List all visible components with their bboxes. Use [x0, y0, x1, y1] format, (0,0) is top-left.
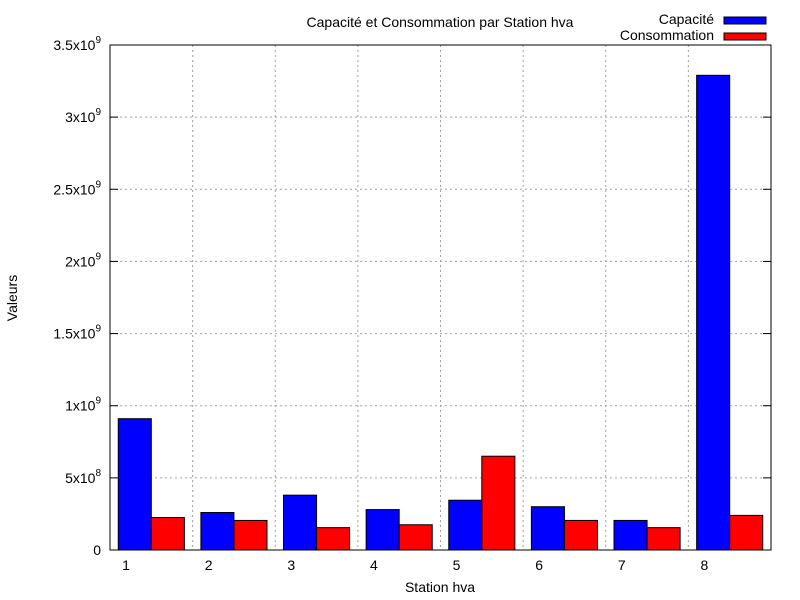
y-tick-label: 0	[93, 542, 101, 558]
grid-lines	[110, 45, 771, 550]
y-tick-label: 3.5x109	[53, 35, 101, 53]
bar-consommation-2	[233, 519, 268, 551]
y-tick-label: 2x109	[65, 251, 101, 269]
bar-consommation-3	[316, 527, 351, 551]
bar-consommation-6	[563, 519, 598, 551]
y-tick-labels: 0 5x108 1x109 1.5x109 2x109 2.5x109 3x109 3.5x1…	[53, 35, 101, 558]
y-tick-label: 3x109	[65, 107, 101, 125]
bar-capacite-6	[530, 506, 565, 551]
bar-capacite-8	[696, 74, 731, 551]
x-tick-label: 4	[370, 557, 378, 573]
y-tick-label: 1.5x109	[53, 324, 101, 342]
bar-consommation-5	[481, 455, 516, 551]
bar-capacite-5	[448, 499, 483, 551]
axis-ticks	[110, 44, 771, 551]
bar-capacite-4	[365, 509, 400, 551]
y-tick-label: 5x108	[65, 468, 101, 486]
x-tick-labels: 1 2 3 4 5 6 7 8	[122, 557, 708, 573]
bar-consommation-7	[646, 527, 681, 551]
legend-swatch	[723, 16, 767, 25]
x-tick-label: 5	[453, 557, 461, 573]
legend-swatch	[723, 32, 767, 41]
x-tick-label: 1	[122, 557, 130, 573]
x-tick-label: 2	[205, 557, 213, 573]
x-tick-label: 8	[700, 557, 708, 573]
x-tick-label: 7	[618, 557, 626, 573]
y-tick-label: 1x109	[65, 396, 101, 414]
y-axis-label: Valeurs	[4, 275, 20, 321]
bar-consommation-1	[150, 517, 185, 551]
bar-capacite-3	[283, 494, 318, 551]
x-tick-label: 3	[287, 557, 295, 573]
chart-title: Capacité et Consommation par Station hva	[307, 14, 574, 30]
bar-consommation-4	[398, 524, 433, 551]
legend-label: Consommation	[620, 27, 714, 43]
legend-label: Capacité	[659, 11, 714, 27]
y-tick-label: 2.5x109	[53, 179, 101, 197]
x-axis-label: Station hva	[405, 579, 475, 595]
plot-frame	[109, 44, 772, 551]
bar-capacite-7	[613, 519, 648, 551]
x-tick-label: 6	[535, 557, 543, 573]
bar-consommation-8	[729, 514, 764, 551]
bar-capacite-2	[200, 511, 235, 551]
bar-capacite-1	[117, 418, 152, 551]
